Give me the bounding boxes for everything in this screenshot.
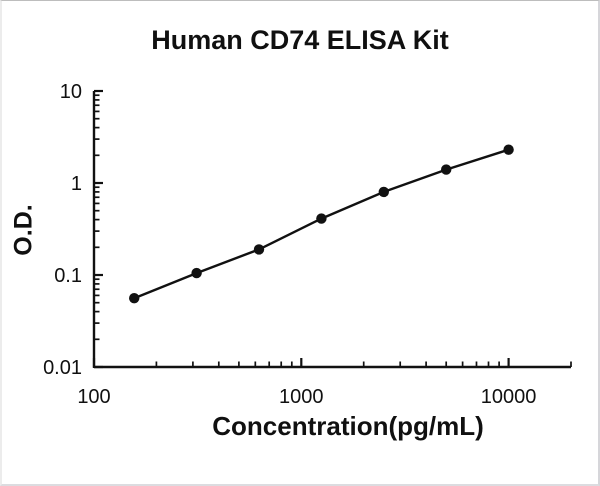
chart-title: Human CD74 ELISA Kit	[151, 25, 449, 55]
data-point	[253, 244, 265, 255]
y-tick-label: 0.1	[54, 265, 82, 287]
data-point	[316, 213, 327, 224]
data-point	[503, 144, 514, 155]
data-point	[129, 293, 140, 304]
y-tick-label: 10	[60, 81, 82, 103]
x-tick-label: 1000	[279, 386, 324, 408]
data-point	[441, 164, 452, 175]
y-tick-label: 1	[71, 173, 82, 195]
x-tick-label: 100	[77, 386, 110, 408]
x-axis-title: Concentration(pg/mL)	[212, 411, 484, 441]
y-tick-label: 0.01	[43, 357, 82, 379]
data-point	[191, 267, 202, 279]
standard-curve-line	[133, 148, 509, 300]
x-tick-label: 10000	[481, 386, 537, 408]
data-point	[378, 186, 389, 198]
